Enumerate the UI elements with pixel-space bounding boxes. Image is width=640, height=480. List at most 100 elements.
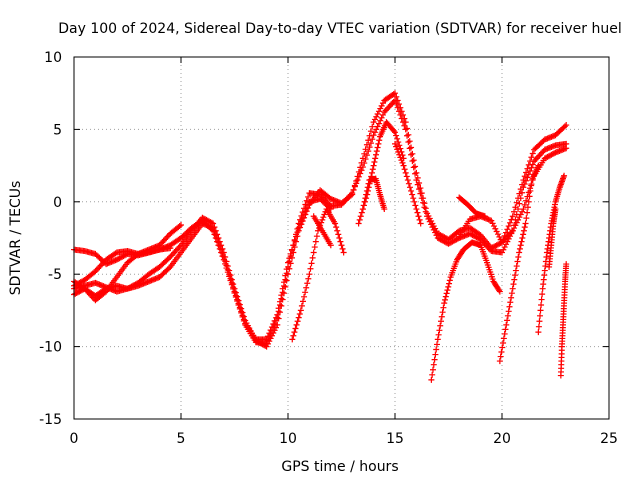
data-point [416,186,423,193]
data-point [403,173,410,180]
data-point [536,318,543,325]
data-point [501,330,508,337]
series-track-15 [535,172,568,336]
data-point [239,312,246,319]
data-point [438,313,445,320]
data-point [490,223,497,230]
data-point [218,246,225,253]
data-point [210,224,217,231]
data-point [528,164,535,171]
data-point [231,288,238,295]
data-point [219,250,226,257]
data-point [393,93,400,100]
data-point [429,366,436,373]
data-point [520,231,527,238]
data-point [414,209,421,216]
data-point [272,314,279,321]
data-point [224,266,231,273]
y-tick-label: 0 [53,195,62,211]
data-point [413,177,420,184]
data-point [524,174,531,181]
data-point [402,169,409,176]
data-point [404,125,411,132]
data-point [521,173,528,180]
y-tick-label: -5 [48,267,62,283]
data-point [394,135,401,142]
data-point [411,198,418,205]
data-point [519,235,526,241]
data-point [563,261,570,268]
data-point [444,287,451,294]
data-point [417,185,424,192]
data-point [374,144,381,151]
data-point [271,317,278,324]
data-point [527,168,534,175]
data-point [504,226,511,233]
data-point [517,242,524,249]
data-point [214,235,221,242]
data-point [502,326,509,333]
data-point [492,225,499,232]
data-point [165,265,172,272]
data-point [401,122,408,129]
data-point [290,242,297,249]
data-point [376,137,383,144]
data-point [523,215,530,222]
x-tick-label: 20 [493,431,511,447]
data-point [508,290,515,297]
data-point [410,195,417,202]
chart-title: Day 100 of 2024, Sidereal Day-to-day VTE… [58,21,621,37]
data-point [340,249,347,256]
x-tick-label: 0 [70,431,79,447]
series-track-9 [359,175,388,213]
data-point [294,318,301,325]
data-point [446,280,453,287]
data-point [509,227,516,234]
data-point [393,101,400,108]
data-point [373,113,380,120]
data-point [524,204,531,211]
data-point [264,333,271,340]
data-point [528,182,535,189]
data-point [442,296,449,303]
data-point [538,296,545,303]
data-point [406,145,413,152]
data-point [400,162,407,169]
data-point [332,220,339,227]
data-point [397,145,404,152]
data-point [319,216,326,223]
x-tick-label: 10 [279,431,297,447]
data-point [446,277,453,284]
data-point [409,191,416,198]
data-point [392,140,398,147]
data-point [378,114,385,121]
data-point [439,309,446,316]
data-point [285,259,291,266]
data-point [235,300,242,307]
data-point [321,211,328,218]
data-point [299,215,306,222]
data-point [216,242,223,249]
data-point [298,218,305,225]
data-point [508,294,515,301]
data-point [402,126,409,133]
data-point [395,139,402,146]
data-point [512,216,519,223]
data-point [222,258,229,265]
data-point [357,170,364,177]
data-point [424,213,431,220]
data-point [434,336,441,343]
data-point [392,97,398,104]
data-point [101,289,108,296]
data-point [520,177,527,184]
data-point [390,91,397,98]
data-point [536,312,543,319]
data-point [358,167,365,174]
data-point [226,271,233,278]
data-point [535,329,542,336]
data-point [511,276,518,283]
data-point [293,233,300,240]
data-point [412,170,419,177]
data-point [266,330,273,337]
